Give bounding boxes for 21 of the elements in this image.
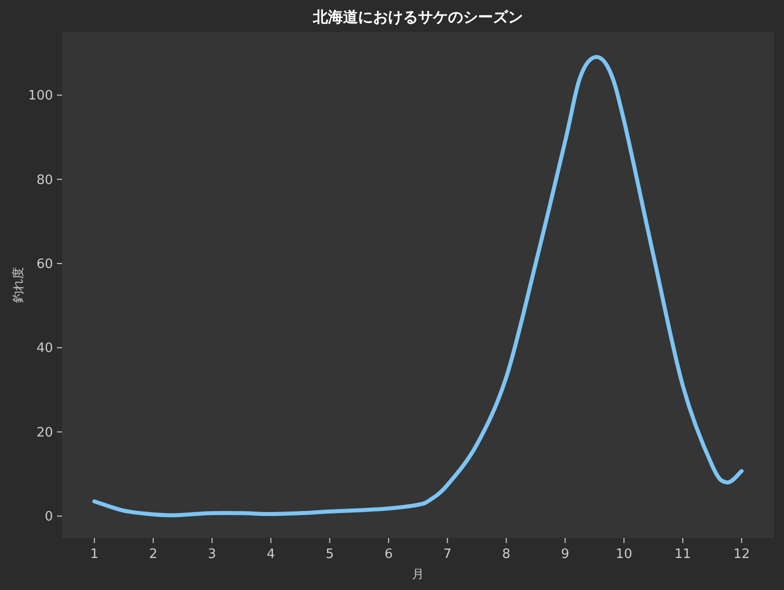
y-tick-label: 0 xyxy=(44,510,53,525)
x-tick-label: 12 xyxy=(733,547,750,562)
x-tick-label: 11 xyxy=(674,547,692,562)
x-axis-title: 月 xyxy=(412,567,424,581)
x-tick-label: 2 xyxy=(149,547,158,562)
y-tick-label: 100 xyxy=(28,88,53,104)
x-tick-label: 9 xyxy=(560,547,570,562)
x-tick-label: 4 xyxy=(266,547,276,562)
chart-title: 北海道におけるサケのシーズン xyxy=(312,8,523,26)
x-tick-label: 8 xyxy=(502,547,510,562)
x-tick-label: 10 xyxy=(616,547,632,562)
x-tick-label: 1 xyxy=(90,547,99,562)
x-tick-label: 5 xyxy=(326,547,334,562)
x-tick-label: 7 xyxy=(443,547,452,562)
y-tick-label: 40 xyxy=(36,341,53,356)
x-tick-label: 6 xyxy=(384,547,393,562)
y-tick-label: 20 xyxy=(36,425,53,440)
x-tick-label: 3 xyxy=(208,547,216,562)
y-axis-title: 釣れ度 xyxy=(11,267,25,303)
y-tick-label: 60 xyxy=(36,257,53,272)
y-tick-label: 80 xyxy=(36,172,53,188)
